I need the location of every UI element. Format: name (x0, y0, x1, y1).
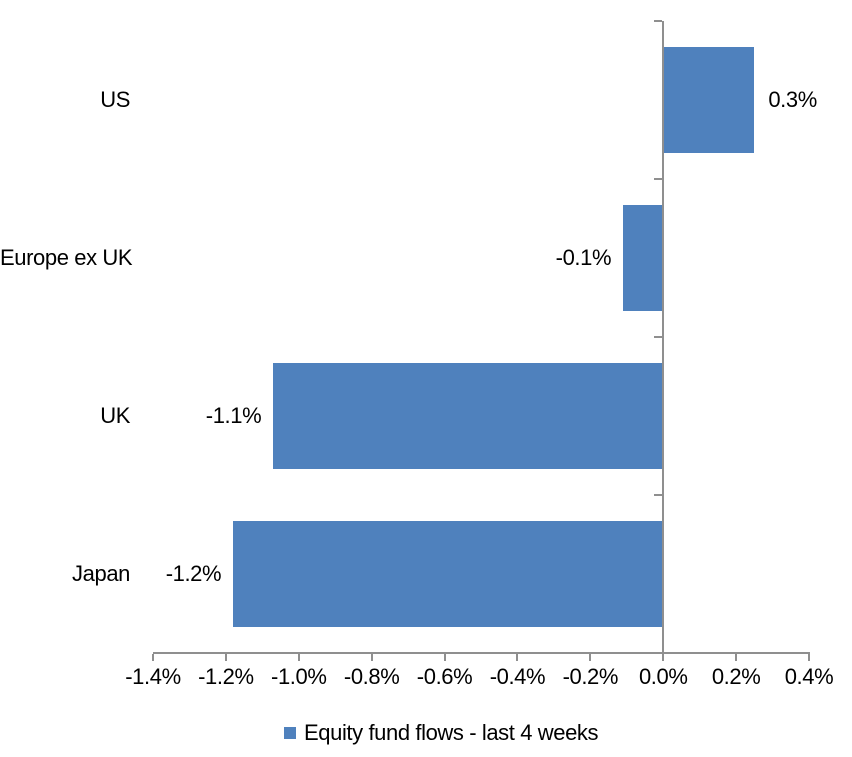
x-tick-label: -0.8% (343, 664, 400, 689)
category-label: US (100, 87, 130, 112)
y-tick (654, 494, 663, 496)
x-tick-label: -0.4% (489, 664, 546, 689)
legend-label: Equity fund flows - last 4 weeks (304, 720, 599, 745)
bar-uk (273, 363, 664, 469)
x-tick-label: -1.0% (271, 664, 327, 689)
category-label: Europe ex UK (0, 245, 133, 270)
data-label: -1.2% (165, 561, 222, 586)
category-label: Japan (72, 561, 130, 586)
data-label: -0.1% (555, 245, 612, 270)
x-tick (297, 654, 300, 661)
bar-us (663, 47, 755, 153)
x-tick (443, 654, 446, 661)
x-tick-label: -0.2% (562, 664, 619, 689)
bar-japan (233, 521, 664, 627)
y-tick (654, 20, 663, 22)
x-tick (152, 654, 154, 661)
x-tick (589, 654, 592, 661)
x-tick (224, 654, 227, 661)
x-tick-label: 0.0% (638, 664, 688, 689)
category-label: UK (100, 403, 130, 428)
x-tick (808, 654, 810, 661)
legend-swatch-icon (284, 727, 296, 739)
bar-europe-ex-uk (623, 205, 664, 311)
x-tick-label: -1.4% (125, 664, 181, 689)
x-tick-label: -0.6% (416, 664, 473, 689)
x-tick-label: -1.2% (198, 664, 254, 689)
data-label: 0.3% (768, 87, 817, 112)
y-tick (654, 652, 663, 654)
x-tick (735, 654, 738, 661)
x-tick-label: 0.2% (711, 664, 761, 689)
data-label: -1.1% (205, 403, 262, 428)
y-tick (654, 336, 663, 338)
x-tick (662, 654, 665, 661)
x-tick-label: 0.4% (784, 664, 834, 689)
x-tick (370, 654, 373, 661)
x-tick (516, 654, 519, 661)
y-axis-line (662, 21, 665, 653)
x-axis-line (153, 652, 810, 654)
y-tick (654, 178, 663, 180)
legend: Equity fund flows - last 4 weeks (284, 720, 599, 745)
